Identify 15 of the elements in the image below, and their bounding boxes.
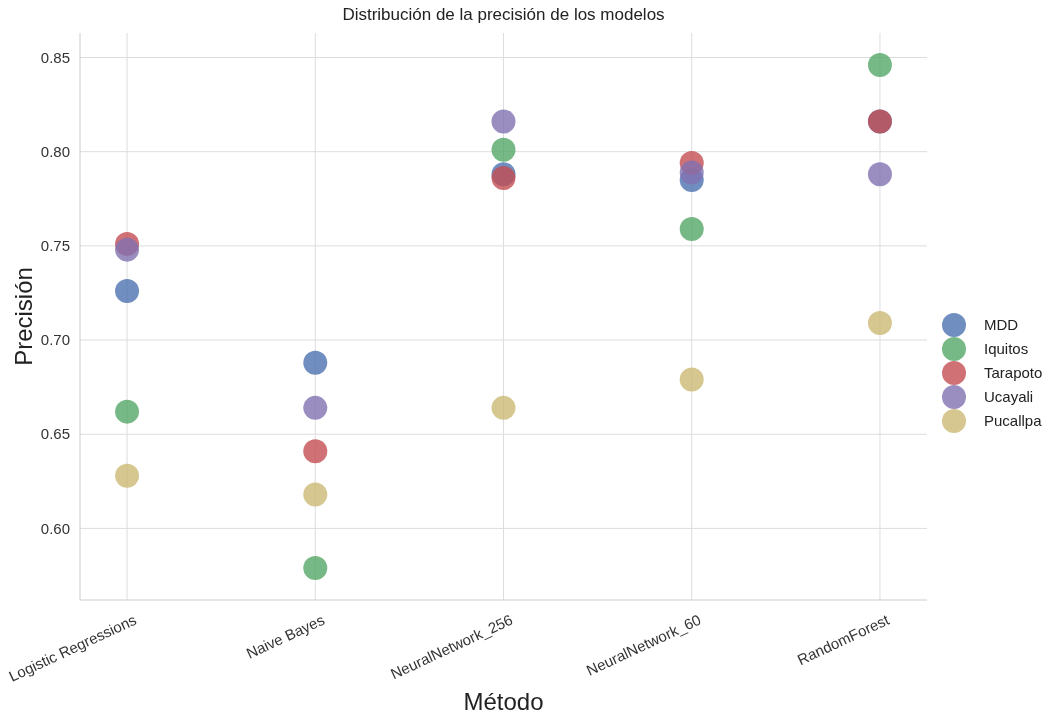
legend-label: Pucallpa: [984, 412, 1043, 430]
y-tick-label: 0.80: [40, 142, 70, 160]
chart-title: Distribución de la precisión de los modelos: [342, 5, 665, 24]
legend-label: Iquitos: [984, 340, 1029, 358]
x-tick-label: Naive Bayes: [243, 610, 327, 662]
y-tick-label: 0.60: [40, 519, 70, 537]
y-tick-label: 0.85: [40, 48, 70, 66]
x-axis-title: Método: [463, 688, 544, 715]
legend-label: Tarapoto: [984, 364, 1043, 382]
y-tick-label: 0.65: [40, 425, 70, 443]
legend-label: Ucayali: [984, 388, 1034, 406]
y-tick-label: 0.75: [40, 237, 70, 255]
y-tick-label: 0.70: [40, 331, 70, 349]
y-axis-title: Precisión: [10, 267, 37, 366]
legend-label: MDD: [984, 316, 1019, 334]
